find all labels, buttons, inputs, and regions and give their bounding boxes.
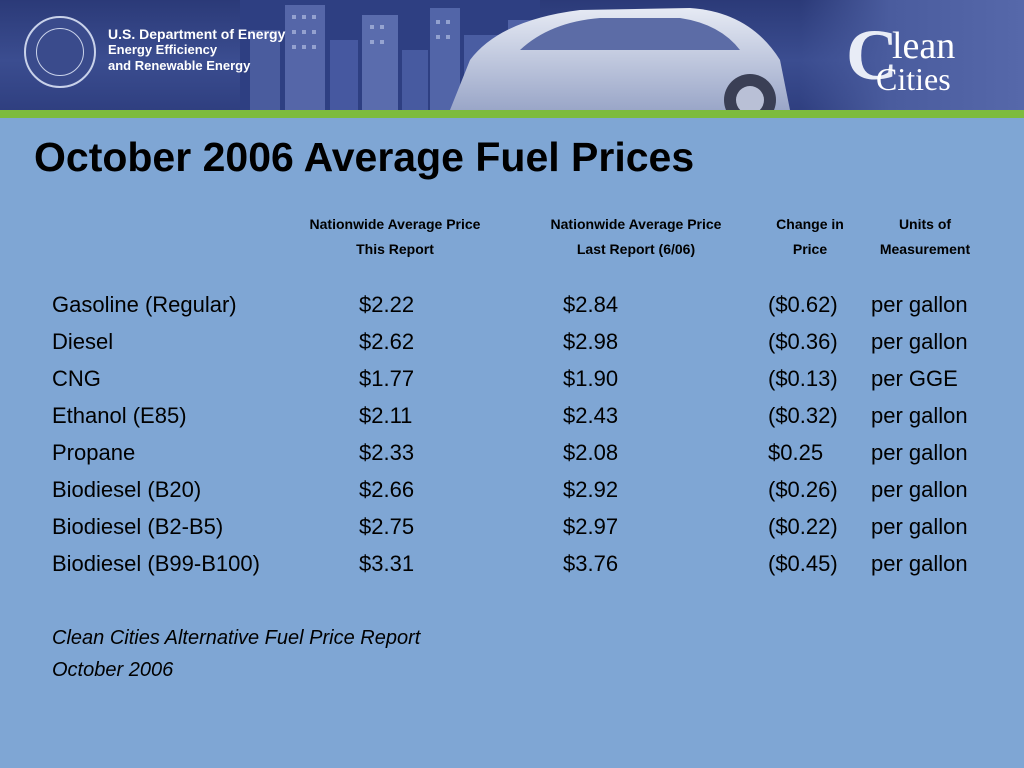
header-stripe [0,110,1024,118]
price-this-report: $2.62 [359,329,415,354]
fuel-name: CNG [52,366,101,391]
price-last-report: $1.90 [563,366,619,391]
fuel-name: Diesel [52,329,114,354]
unit: per gallon [871,329,968,354]
column-header-this-report: Nationwide Average Price This Report [309,216,481,257]
fuel-name: Biodiesel (B99-B100) [52,551,260,576]
fuel-name: Ethanol (E85) [52,403,187,428]
source-line-2: October 2006 [52,659,174,681]
price-last-report: $2.97 [563,514,619,539]
source-citation: Clean Cities Alternative Fuel Price Repo… [52,622,420,686]
logo-lean: lean [892,25,956,67]
price-change: ($0.13) [768,366,838,391]
logo-cities: Cities [876,61,951,97]
fuel-name: Propane [52,440,136,465]
agency-line-3: and Renewable Energy [108,58,251,73]
column-header-change: Change in Price [776,216,844,257]
agency-line-2: Energy Efficiency [108,42,218,57]
price-last-report: $2.08 [563,440,619,465]
price-this-report: $2.33 [359,440,415,465]
agency-name: U.S. Department of Energy Energy Efficie… [108,26,285,74]
price-last-report: $2.92 [563,477,619,502]
fuel-name: Gasoline (Regular) [52,292,237,317]
price-last-report: $2.43 [563,403,619,428]
unit: per gallon [871,514,968,539]
price-this-report: $1.77 [359,366,415,391]
page-title: October 2006 Average Fuel Prices [34,134,695,180]
unit: per gallon [871,403,968,428]
clean-cities-logo: C lean Cities [846,16,986,100]
header-banner: U.S. Department of Energy Energy Efficie… [0,0,1024,110]
price-this-report: $2.75 [359,514,415,539]
table-row: Biodiesel (B20) $2.66 $2.92 ($0.26) per … [52,472,1012,509]
price-this-report: $2.66 [359,477,415,502]
table-row: Biodiesel (B2-B5) $2.75 $2.97 ($0.22) pe… [52,509,1012,546]
price-change: ($0.36) [768,329,838,354]
agency-line-1: U.S. Department of Energy [108,26,286,42]
price-change: ($0.32) [768,403,838,428]
price-change: ($0.26) [768,477,838,502]
price-this-report: $2.22 [359,292,415,317]
price-change: ($0.62) [768,292,838,317]
fuel-name: Biodiesel (B20) [52,477,202,502]
price-last-report: $2.98 [563,329,619,354]
price-change: ($0.45) [768,551,838,576]
car-image [450,8,790,110]
table-row: Ethanol (E85) $2.11 $2.43 ($0.32) per ga… [52,398,1012,435]
unit: per gallon [871,551,968,576]
column-header-last-report: Nationwide Average Price Last Report (6/… [550,216,722,257]
logo-c: C [846,15,898,95]
unit: per GGE [871,366,958,391]
table-row: Gasoline (Regular) $2.22 $2.84 ($0.62) p… [52,287,1012,324]
table-row: CNG $1.77 $1.90 ($0.13) per GGE [52,361,1012,398]
logo-background [800,0,1024,110]
table-row: Propane $2.33 $2.08 $0.25 per gallon [52,435,1012,472]
price-change: $0.25 [768,440,824,465]
price-change: ($0.22) [768,514,838,539]
fuel-name: Biodiesel (B2-B5) [52,514,224,539]
price-table: Gasoline (Regular) $2.22 $2.84 ($0.62) p… [52,287,1012,583]
price-last-report: $3.76 [563,551,619,576]
source-line-1: Clean Cities Alternative Fuel Price Repo… [52,627,421,649]
price-this-report: $3.31 [359,551,415,576]
unit: per gallon [871,440,968,465]
column-header-units: Units of Measurement [879,216,971,257]
unit: per gallon [871,292,968,317]
price-last-report: $2.84 [563,292,619,317]
doe-seal-icon [24,16,96,88]
unit: per gallon [871,477,968,502]
price-this-report: $2.11 [359,403,413,428]
table-row: Diesel $2.62 $2.98 ($0.36) per gallon [52,324,1012,361]
table-row: Biodiesel (B99-B100) $3.31 $3.76 ($0.45)… [52,546,1012,583]
